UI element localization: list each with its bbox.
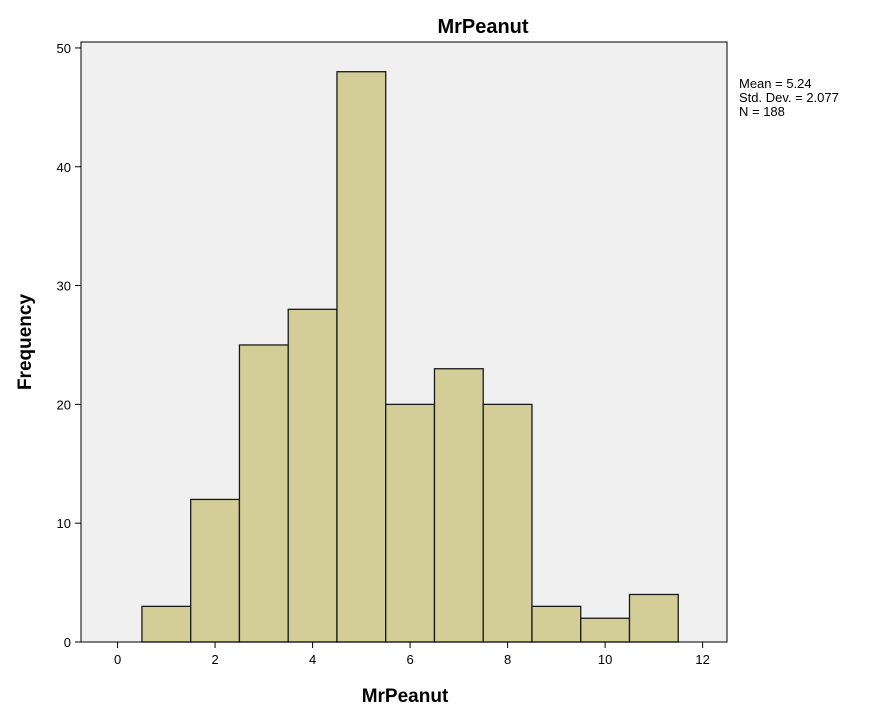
x-tick-label-1: 2 [211, 652, 218, 667]
x-axis-title: MrPeanut [362, 686, 449, 707]
histogram-bar-5 [385, 403, 436, 643]
y-tick-label-5: 50 [57, 41, 71, 56]
x-tick-label-3: 6 [406, 652, 413, 667]
stat-std-dev: Std. Dev. = 2.077 [739, 90, 839, 105]
x-tick-label-4: 8 [504, 652, 511, 667]
histogram-bar-6 [433, 368, 484, 643]
histogram-bar-3 [287, 308, 338, 643]
x-tick-label-6: 12 [695, 652, 709, 667]
stat-n: N = 188 [739, 104, 785, 119]
bars-group [141, 71, 679, 643]
y-tick-label-1: 10 [57, 516, 71, 531]
histogram-bar-9 [580, 617, 631, 643]
x-tick-label-5: 10 [598, 652, 612, 667]
y-axis-title: Frequency [15, 294, 36, 391]
chart-title: MrPeanut [437, 16, 528, 38]
y-tick-label-2: 20 [57, 397, 71, 412]
histogram-bar-10 [628, 593, 679, 643]
stats-box: Mean = 5.24 Std. Dev. = 2.077 N = 188 [739, 76, 839, 119]
axes-group: 0 2 4 6 8 10 12 0 10 20 30 40 50 [57, 41, 710, 667]
stat-mean: Mean = 5.24 [739, 76, 812, 91]
y-tick-label-3: 30 [57, 279, 71, 294]
histogram-bar-8 [531, 605, 582, 643]
x-tick-label-2: 4 [309, 652, 316, 667]
histogram-bar-7 [482, 403, 533, 643]
histogram-bar-2 [238, 344, 289, 643]
plot-frame [80, 41, 728, 643]
x-tick-label-0: 0 [114, 652, 121, 667]
histogram-bar-1 [190, 498, 241, 643]
histogram-bar-0 [141, 605, 192, 643]
y-tick-label-0: 0 [64, 635, 71, 650]
y-tick-label-4: 40 [57, 160, 71, 175]
histogram-bar-4 [336, 71, 387, 643]
